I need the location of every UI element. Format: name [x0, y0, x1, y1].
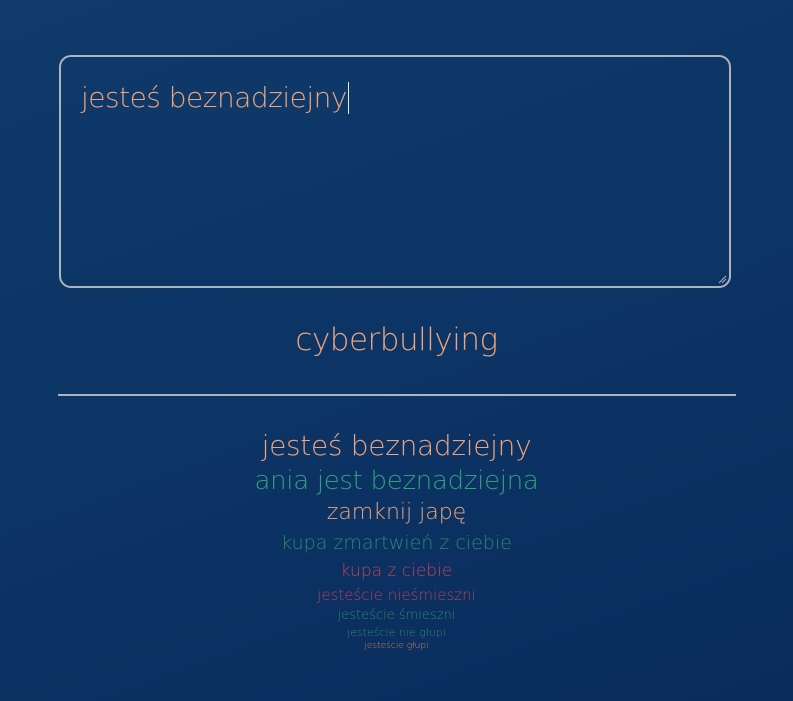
history-item[interactable]: jesteście nieśmieszni	[317, 586, 476, 604]
divider	[58, 394, 736, 396]
text-input[interactable]: jesteś beznadziejny	[59, 55, 731, 288]
history-item[interactable]: ania jest beznadziejna	[254, 466, 539, 496]
history-item[interactable]: kupa zmartwień z ciebie	[281, 532, 512, 554]
history-item[interactable]: jesteście nie głupi	[347, 626, 446, 639]
history-item[interactable]: kupa z ciebie	[340, 561, 453, 581]
history-item[interactable]: zamknij japę	[326, 500, 467, 525]
resize-handle-icon[interactable]	[718, 275, 727, 284]
history-item[interactable]: jesteście śmieszni	[337, 608, 456, 623]
text-input-value: jesteś beznadziejny	[81, 81, 347, 114]
classification-result: cyberbullying	[295, 322, 498, 358]
history-list: jesteś beznadziejny ania jest beznadziej…	[0, 428, 793, 652]
text-cursor	[347, 82, 349, 114]
history-item[interactable]: jesteś beznadziejny	[261, 429, 532, 462]
history-item[interactable]: jesteście głupi	[364, 641, 429, 651]
